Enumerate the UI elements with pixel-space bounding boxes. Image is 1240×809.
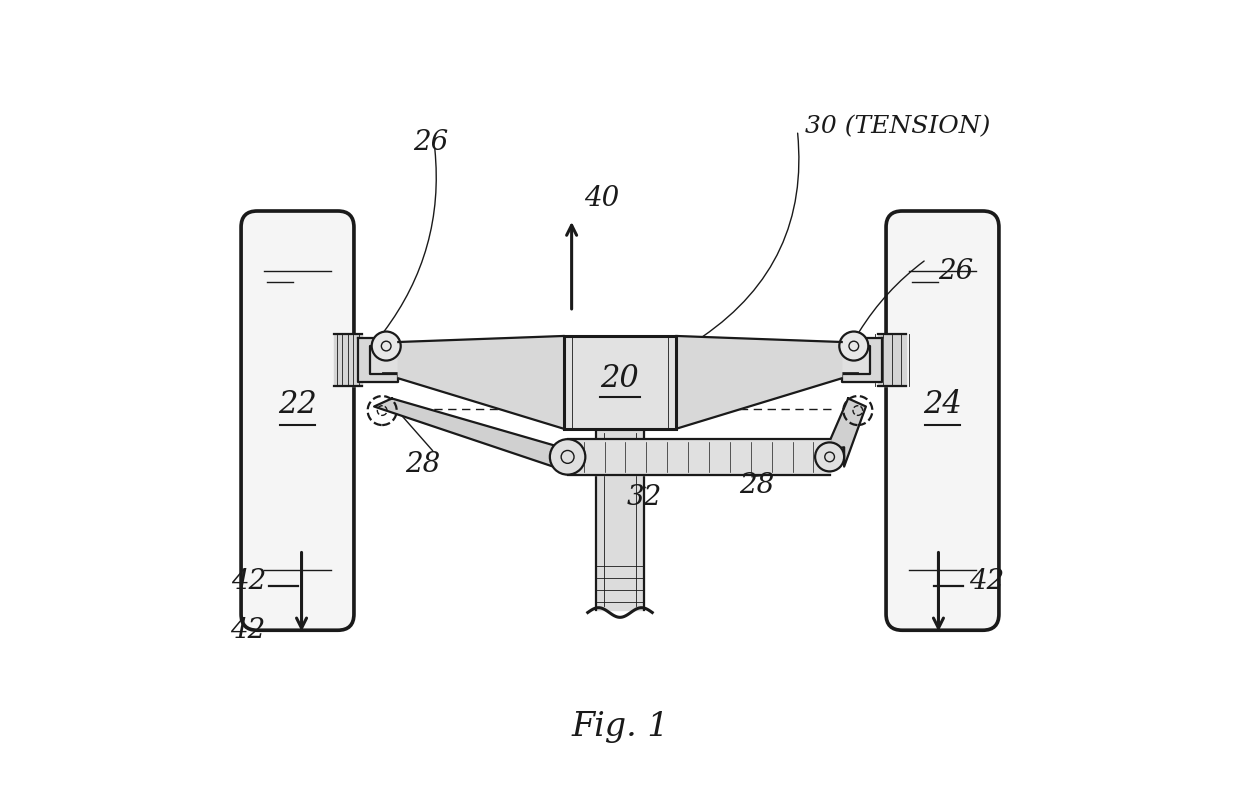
Polygon shape [334, 334, 362, 387]
Polygon shape [366, 342, 874, 379]
Circle shape [372, 332, 401, 361]
Polygon shape [826, 399, 866, 467]
Text: 26: 26 [939, 258, 973, 285]
Text: 40: 40 [584, 185, 619, 213]
FancyBboxPatch shape [563, 336, 677, 429]
Text: 20: 20 [600, 362, 640, 394]
Circle shape [839, 332, 868, 361]
FancyBboxPatch shape [241, 211, 353, 630]
Text: 28: 28 [404, 451, 440, 478]
Text: 24: 24 [923, 389, 962, 420]
Polygon shape [398, 336, 563, 429]
Text: 42: 42 [970, 569, 1004, 595]
Circle shape [549, 439, 585, 475]
Text: 22: 22 [278, 389, 317, 420]
Text: 32: 32 [626, 484, 662, 510]
Polygon shape [568, 439, 830, 475]
Polygon shape [842, 338, 882, 383]
Text: 42: 42 [232, 569, 267, 595]
Circle shape [815, 443, 844, 472]
Text: 42: 42 [229, 616, 265, 644]
Text: 28: 28 [739, 472, 775, 498]
Text: 26: 26 [413, 129, 448, 156]
FancyBboxPatch shape [887, 211, 999, 630]
Polygon shape [358, 338, 398, 383]
Text: Fig. 1: Fig. 1 [572, 711, 668, 743]
Polygon shape [595, 429, 645, 610]
Text: 30 (TENSION): 30 (TENSION) [806, 115, 991, 138]
Polygon shape [374, 399, 572, 467]
Polygon shape [677, 336, 842, 429]
Polygon shape [878, 334, 906, 387]
